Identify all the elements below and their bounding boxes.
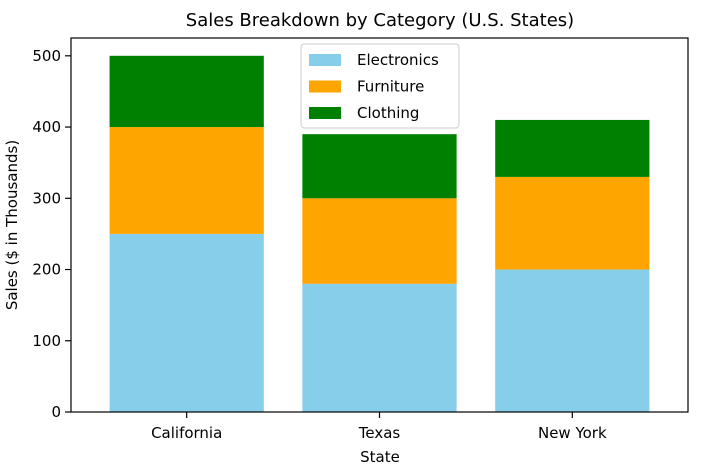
x-tick-label: Texas [358, 424, 401, 442]
bar-california-furniture [109, 127, 264, 234]
legend-label-furniture: Furniture [357, 78, 424, 96]
bar-california-clothing [109, 55, 264, 128]
legend-swatch-clothing [309, 107, 341, 119]
y-tick-label: 200 [32, 261, 61, 279]
bar-texas-electronics [302, 283, 457, 412]
x-tick-label: California [151, 424, 222, 442]
legend-swatch-electronics [309, 54, 341, 66]
y-axis-ticks: 0 100 200 300 400 500 [32, 47, 71, 421]
bar-new-york-electronics [495, 269, 650, 412]
bar-california-electronics [109, 233, 264, 412]
x-axis-label: State [360, 448, 400, 466]
legend-swatch-furniture [309, 80, 341, 93]
chart-title: Sales Breakdown by Category (U.S. States… [186, 10, 574, 31]
bar-new-york-furniture [495, 176, 650, 270]
legend-label-electronics: Electronics [357, 51, 439, 69]
y-tick-label: 500 [32, 47, 61, 65]
y-axis-label: Sales ($ in Thousands) [3, 140, 21, 310]
legend-label-clothing: Clothing [357, 104, 419, 122]
x-tick-label: New York [538, 424, 607, 442]
bar-texas-clothing [302, 134, 457, 199]
bar-texas-furniture [302, 198, 457, 284]
y-tick-label: 300 [32, 189, 61, 207]
bar-new-york-clothing [495, 119, 650, 177]
y-tick-label: 400 [32, 118, 61, 136]
y-tick-label: 100 [32, 332, 61, 350]
legend: Electronics Furniture Clothing [300, 43, 460, 129]
y-tick-label: 0 [51, 403, 61, 421]
x-axis-ticks: California Texas New York [151, 412, 607, 442]
bars-group [109, 55, 650, 412]
